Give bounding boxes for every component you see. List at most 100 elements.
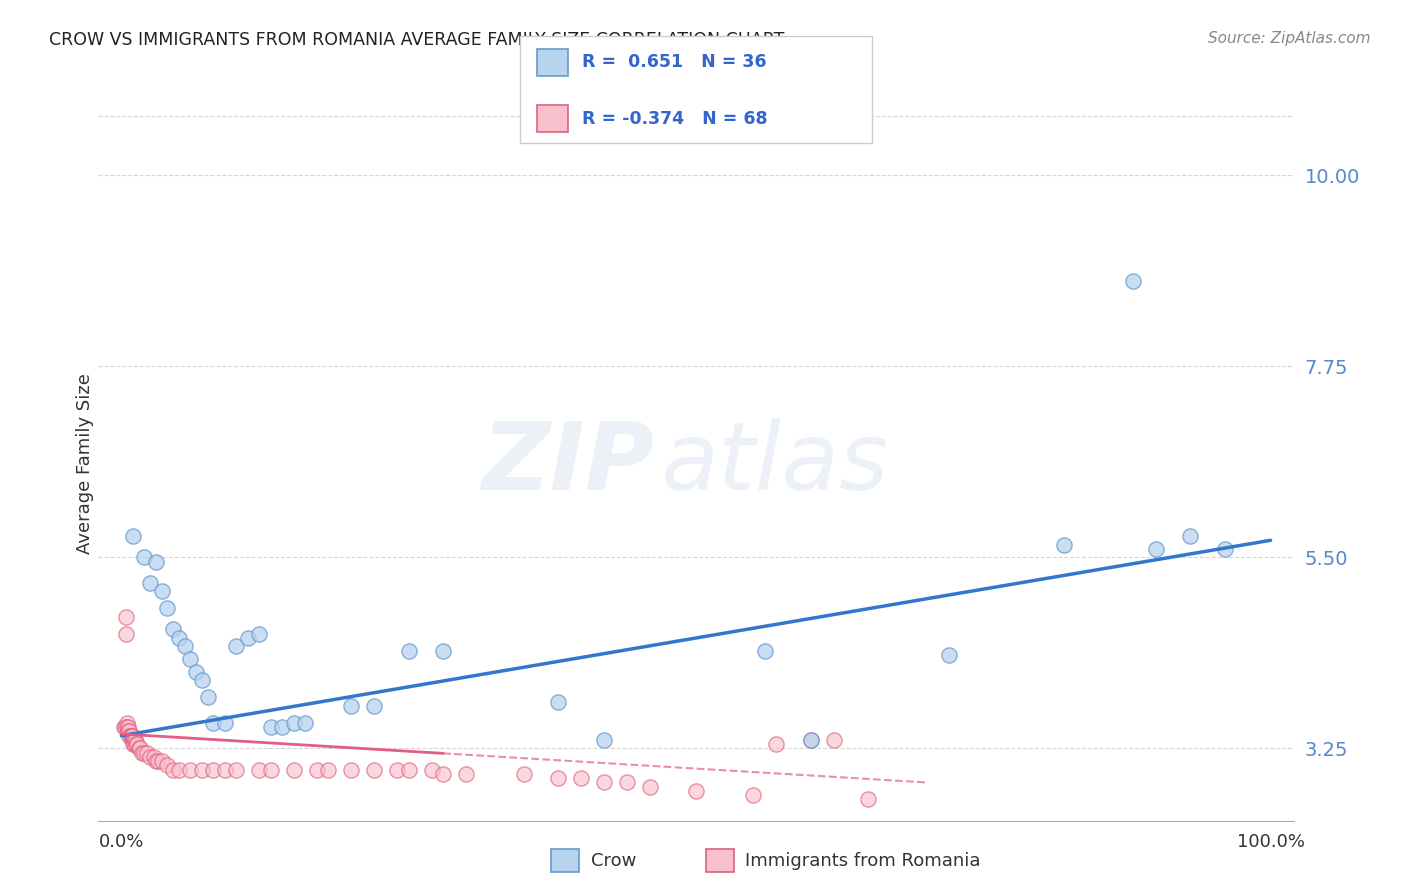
Point xyxy=(156,758,179,772)
Point xyxy=(134,550,156,565)
Point xyxy=(593,775,616,789)
Point xyxy=(145,754,167,768)
Point xyxy=(363,698,385,713)
Point xyxy=(260,720,283,734)
Point xyxy=(363,763,385,777)
Point xyxy=(236,631,259,645)
Point xyxy=(124,733,146,747)
Point xyxy=(120,729,142,743)
Text: R = -0.374   N = 68: R = -0.374 N = 68 xyxy=(582,110,768,128)
Point xyxy=(117,720,139,734)
Point xyxy=(134,746,156,760)
Point xyxy=(179,763,201,777)
Point xyxy=(225,640,247,654)
Point xyxy=(162,763,184,777)
Point xyxy=(121,729,143,743)
Point xyxy=(127,737,149,751)
Point xyxy=(122,737,145,751)
Point xyxy=(754,644,776,658)
Point xyxy=(125,737,148,751)
Point xyxy=(150,754,173,768)
Point xyxy=(593,733,616,747)
Point xyxy=(512,767,534,781)
Point xyxy=(139,750,162,764)
Point xyxy=(148,754,170,768)
Point xyxy=(1178,529,1201,543)
Point xyxy=(398,763,420,777)
Point xyxy=(316,763,339,777)
Point xyxy=(122,737,145,751)
Point xyxy=(547,695,569,709)
Text: R =  0.651   N = 36: R = 0.651 N = 36 xyxy=(582,54,766,71)
Point xyxy=(247,763,270,777)
Point xyxy=(142,750,165,764)
Point xyxy=(118,729,141,743)
Point xyxy=(156,601,179,615)
Point xyxy=(128,741,150,756)
Text: 100.0%: 100.0% xyxy=(1236,833,1305,851)
Point xyxy=(1144,541,1167,556)
Point xyxy=(202,763,225,777)
Point xyxy=(112,720,135,734)
Point xyxy=(122,733,145,747)
Point xyxy=(271,720,294,734)
Point xyxy=(122,733,145,747)
Point xyxy=(765,737,787,751)
Point xyxy=(131,746,153,760)
Point xyxy=(305,763,328,777)
Point xyxy=(184,665,207,679)
Point xyxy=(120,729,142,743)
Point xyxy=(173,640,195,654)
Point xyxy=(128,741,150,756)
Point xyxy=(247,626,270,640)
Point xyxy=(167,763,190,777)
Point xyxy=(122,529,145,543)
Point xyxy=(214,715,236,730)
Point xyxy=(145,555,167,569)
Point xyxy=(385,763,409,777)
Point xyxy=(638,780,661,794)
Point xyxy=(294,715,316,730)
Point xyxy=(135,746,157,760)
Point xyxy=(823,733,845,747)
Point xyxy=(121,729,143,743)
Point xyxy=(1053,537,1076,551)
Point xyxy=(115,715,138,730)
Point xyxy=(162,623,184,637)
Point xyxy=(432,644,454,658)
Point xyxy=(283,763,305,777)
Point xyxy=(179,652,201,666)
Point xyxy=(115,626,138,640)
Point xyxy=(742,788,765,802)
Point xyxy=(191,763,214,777)
Point xyxy=(547,771,569,785)
Point xyxy=(122,733,145,747)
Point xyxy=(456,767,478,781)
Point xyxy=(938,648,960,662)
Point xyxy=(214,763,236,777)
Text: Immigrants from Romania: Immigrants from Romania xyxy=(745,852,980,870)
Point xyxy=(150,584,173,599)
Text: Crow: Crow xyxy=(591,852,636,870)
Point xyxy=(685,784,707,798)
Point xyxy=(260,763,283,777)
Point xyxy=(167,631,190,645)
Point xyxy=(340,698,363,713)
Point xyxy=(616,775,638,789)
Point xyxy=(420,763,443,777)
Point xyxy=(800,733,823,747)
Text: Source: ZipAtlas.com: Source: ZipAtlas.com xyxy=(1208,31,1371,46)
Point xyxy=(115,609,138,624)
Point xyxy=(115,720,138,734)
Point xyxy=(118,724,141,739)
Point xyxy=(398,644,420,658)
Point xyxy=(569,771,592,785)
Point xyxy=(1122,274,1144,288)
Point xyxy=(283,715,305,730)
Point xyxy=(225,763,247,777)
Point xyxy=(340,763,363,777)
Y-axis label: Average Family Size: Average Family Size xyxy=(76,374,94,554)
Text: ZIP: ZIP xyxy=(481,417,654,510)
Point xyxy=(197,690,219,705)
Point xyxy=(124,733,146,747)
